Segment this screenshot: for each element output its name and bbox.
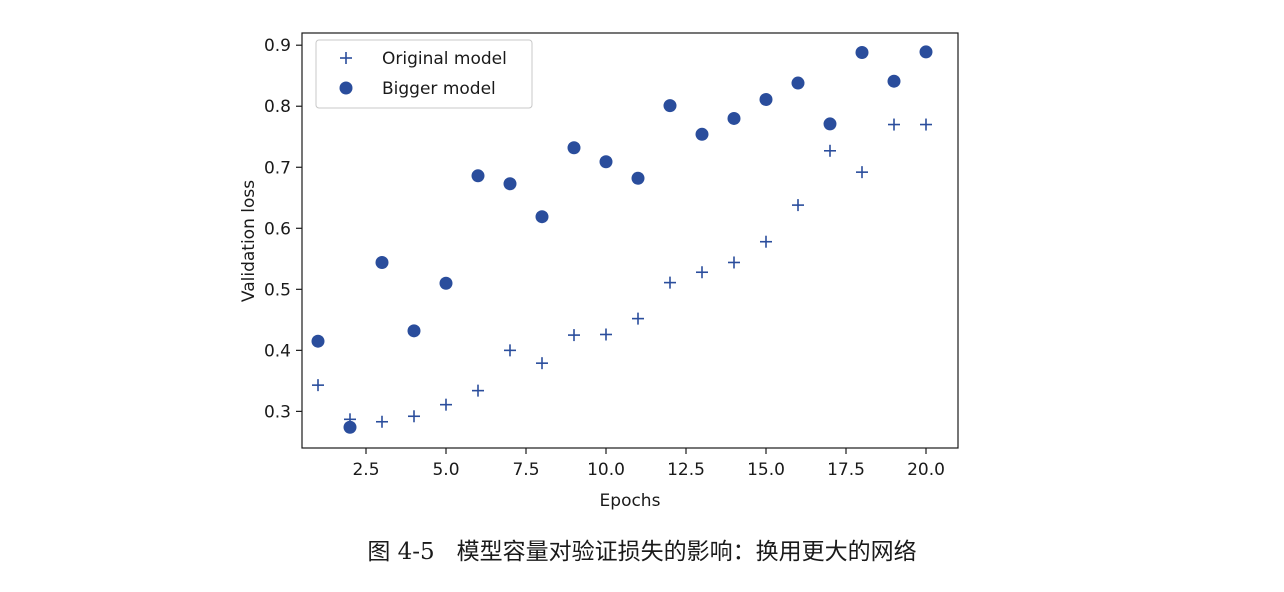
- bigger-model-point: [567, 141, 581, 155]
- x-axis-ticks: 2.5 5.0 7.5 10.0 12.5 15.0 17.5 20.0: [352, 448, 945, 480]
- original-model-point: [792, 199, 804, 212]
- x-tick-label: 5.0: [432, 460, 459, 480]
- original-model-point: [472, 384, 484, 397]
- x-tick-label: 15.0: [747, 460, 785, 480]
- bigger-model-point: [599, 155, 613, 169]
- figure-caption: 图 4-5 模型容量对验证损失的影响：换用更大的网络: [367, 539, 917, 565]
- x-tick-label: 20.0: [907, 460, 945, 480]
- original-model-point: [408, 410, 420, 423]
- y-tick-label: 0.7: [264, 158, 291, 178]
- original-model-point: [920, 118, 932, 131]
- bigger-model-point: [855, 46, 869, 60]
- y-tick-label: 0.9: [264, 36, 291, 56]
- bigger-model-point: [695, 127, 709, 141]
- bigger-model-point: [759, 93, 773, 107]
- bigger-model-point: [439, 276, 453, 290]
- legend-plus-marker: [340, 52, 352, 64]
- x-tick-label: 2.5: [352, 460, 379, 480]
- original-model-point: [536, 357, 548, 370]
- original-model-point: [664, 276, 676, 289]
- data-points: [311, 45, 933, 434]
- legend-plus-glyph: [340, 52, 352, 64]
- bigger-model-point: [375, 255, 389, 269]
- plot-frame: [301, 32, 959, 449]
- y-tick-label: 0.3: [264, 402, 291, 422]
- y-axis-label: Validation loss: [239, 180, 259, 302]
- bigger-model-point: [407, 324, 421, 338]
- bigger-model-point: [791, 76, 805, 90]
- bigger-model-point: [503, 177, 517, 191]
- bigger-model-point: [343, 420, 357, 434]
- bigger-model-point: [663, 99, 677, 113]
- original-model-point: [632, 312, 644, 325]
- y-tick-label: 0.5: [264, 280, 291, 300]
- bigger-model-point: [823, 117, 837, 131]
- original-model-point: [888, 118, 900, 131]
- original-model-point: [760, 235, 772, 248]
- original-model-point: [728, 256, 740, 269]
- bigger-model-point: [535, 210, 549, 224]
- y-tick-label: 0.8: [264, 97, 291, 117]
- bigger-model-point: [919, 45, 933, 59]
- original-model-point: [696, 266, 708, 279]
- x-axis-label: Epochs: [600, 491, 661, 511]
- y-tick-label: 0.4: [264, 341, 291, 361]
- x-tick-label: 10.0: [587, 460, 625, 480]
- validation-loss-chart: 0.3 0.4 0.5 0.6 0.7 0.8 0.9 2.5 5.0 7.5 10.0 12.5 1…: [239, 32, 959, 511]
- bigger-model-point: [631, 171, 645, 185]
- bigger-model-point: [727, 111, 741, 125]
- original-model-point: [440, 398, 452, 411]
- original-model-point: [312, 379, 324, 392]
- original-model-point: [824, 144, 836, 157]
- bigger-model-point: [311, 334, 325, 348]
- legend-label-original: Original model: [382, 49, 507, 69]
- legend-box: [315, 39, 533, 109]
- y-axis-ticks: 0.3 0.4 0.5 0.6 0.7 0.8 0.9: [264, 36, 302, 422]
- bigger-model-point: [887, 74, 901, 88]
- legend-circle-marker: [339, 81, 353, 95]
- x-tick-label: 7.5: [512, 460, 539, 480]
- original-model-point: [376, 415, 388, 428]
- legend-label-bigger: Bigger model: [382, 79, 496, 99]
- original-model-point: [856, 166, 868, 179]
- bigger-model-point: [471, 169, 485, 183]
- y-tick-label: 0.6: [264, 219, 291, 239]
- original-model-point: [600, 328, 612, 341]
- original-model-point: [568, 329, 580, 342]
- legend: Original model Bigger model: [315, 39, 533, 109]
- x-tick-label: 17.5: [827, 460, 865, 480]
- original-model-point: [504, 344, 516, 357]
- x-tick-label: 12.5: [667, 460, 705, 480]
